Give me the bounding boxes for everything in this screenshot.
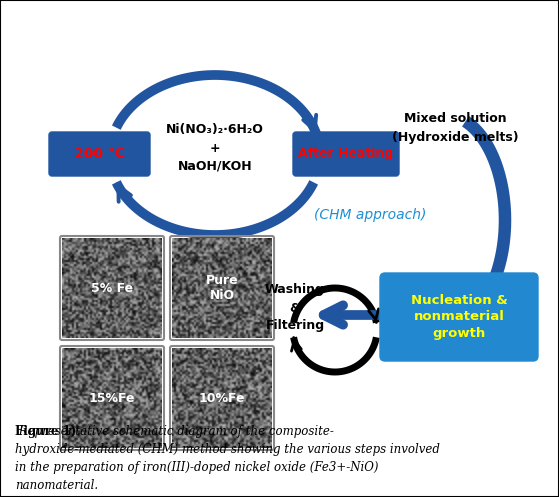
Text: nanomaterial.: nanomaterial. — [15, 479, 98, 492]
Text: 5% Fe: 5% Fe — [91, 281, 133, 295]
Text: 200 °C: 200 °C — [74, 147, 125, 161]
Text: Ni(NO₃)₂·6H₂O
+
NaOH/KOH: Ni(NO₃)₂·6H₂O + NaOH/KOH — [166, 123, 264, 172]
FancyBboxPatch shape — [380, 273, 538, 361]
FancyBboxPatch shape — [49, 132, 150, 176]
Text: Pure
NiO: Pure NiO — [206, 274, 238, 302]
Text: 10%Fe: 10%Fe — [199, 392, 245, 405]
Text: Representative schematic diagram of the composite-: Representative schematic diagram of the … — [15, 425, 334, 438]
Text: Washing
&
Filtering: Washing & Filtering — [265, 283, 325, 332]
Text: 15%Fe: 15%Fe — [89, 392, 135, 405]
Text: (CHM approach): (CHM approach) — [314, 208, 426, 222]
Text: (Hydroxide melts): (Hydroxide melts) — [392, 132, 518, 145]
Text: Figure 1): Figure 1) — [15, 425, 76, 438]
Text: in the preparation of iron(III)-doped nickel oxide (Fe3+-NiO): in the preparation of iron(III)-doped ni… — [15, 461, 378, 474]
Text: After Heating: After Heating — [299, 148, 394, 161]
Text: Nucleation &
nonmaterial
growth: Nucleation & nonmaterial growth — [411, 294, 508, 340]
Text: hydroxide-mediated (CHM) method showing the various steps involved: hydroxide-mediated (CHM) method showing … — [15, 443, 440, 456]
Text: Mixed solution: Mixed solution — [404, 111, 506, 125]
FancyBboxPatch shape — [293, 132, 399, 176]
